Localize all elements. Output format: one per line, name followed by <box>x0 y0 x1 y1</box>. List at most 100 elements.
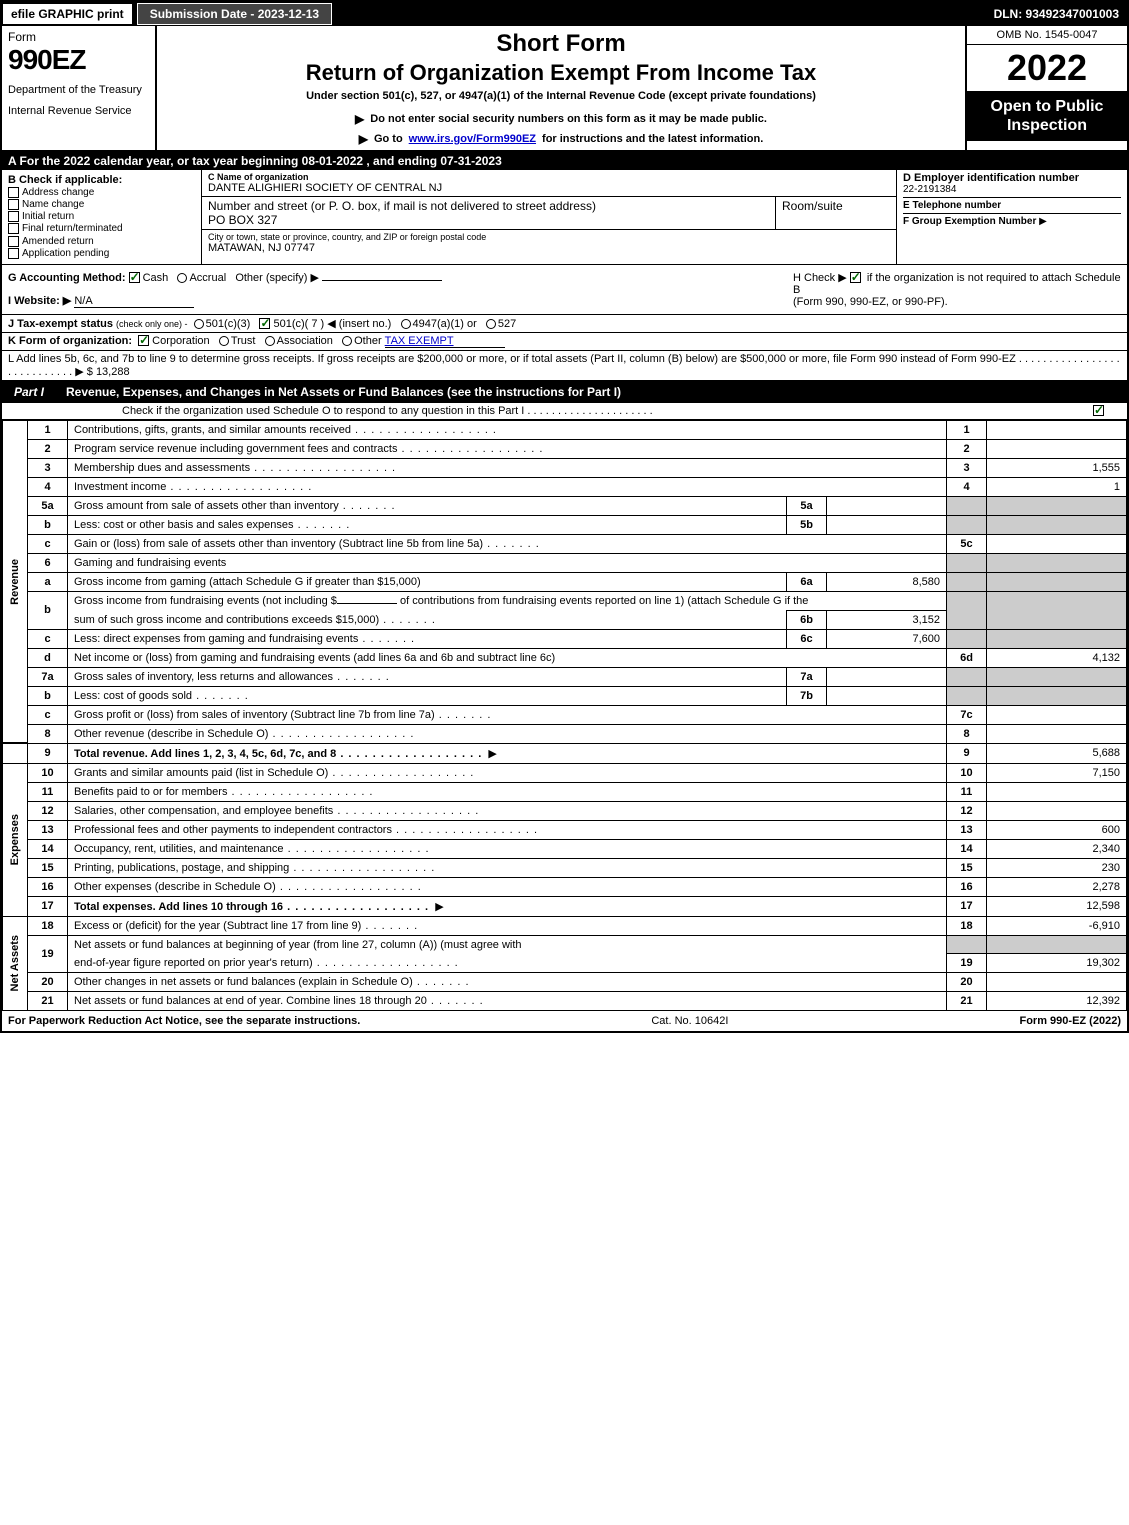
ein-value: 22-2191384 <box>903 184 1121 195</box>
org-name: DANTE ALIGHIERI SOCIETY OF CENTRAL NJ <box>208 182 890 194</box>
footer-right: Form 990-EZ (2022) <box>1019 1015 1121 1027</box>
chk-initial-return[interactable]: Initial return <box>8 211 195 222</box>
line-amt <box>987 705 1127 724</box>
row-j: J Tax-exempt status (check only one) - 5… <box>2 315 1127 333</box>
line-17: 17 Total expenses. Add lines 10 through … <box>3 896 1127 916</box>
line-desc: Total revenue. Add lines 1, 2, 3, 4, 5c,… <box>74 748 482 760</box>
line-desc: Other expenses (describe in Schedule O) <box>74 881 422 893</box>
line-desc: Excess or (deficit) for the year (Subtra… <box>74 920 418 932</box>
line-desc: Gaming and fundraising events <box>68 553 947 572</box>
opt-527: 527 <box>498 318 516 330</box>
line-6d: d Net income or (loss) from gaming and f… <box>3 648 1127 667</box>
c-name-row: C Name of organization DANTE ALIGHIERI S… <box>202 170 896 197</box>
line-amt <box>987 534 1127 553</box>
grey-cell <box>987 686 1127 705</box>
footer-left: For Paperwork Reduction Act Notice, see … <box>8 1015 360 1027</box>
line-box: 15 <box>947 858 987 877</box>
c-room-label: Room/suite <box>782 199 890 213</box>
line-box: 7c <box>947 705 987 724</box>
chk-accrual[interactable] <box>177 273 187 283</box>
chk-501c[interactable] <box>259 318 270 329</box>
line-desc: Benefits paid to or for members <box>74 786 374 798</box>
line-num: 18 <box>28 916 68 935</box>
chk-corporation[interactable] <box>138 335 149 346</box>
part-1-table: Revenue 1 Contributions, gifts, grants, … <box>2 420 1127 1012</box>
chk-schedule-o-part1[interactable] <box>1093 405 1104 416</box>
radio-association[interactable] <box>265 336 275 346</box>
line-amt: 7,150 <box>987 763 1127 782</box>
sub-val <box>827 686 947 705</box>
line-box: 20 <box>947 973 987 992</box>
website-value: N/A <box>74 295 194 308</box>
line-box: 2 <box>947 439 987 458</box>
line-amt <box>987 782 1127 801</box>
line-desc: Net assets or fund balances at beginning… <box>68 935 947 954</box>
line-desc: Grants and similar amounts paid (list in… <box>74 767 474 779</box>
line-num: b <box>28 591 68 629</box>
j-label: J Tax-exempt status <box>8 318 113 330</box>
efile-print-button[interactable]: efile GRAPHIC print <box>2 3 133 25</box>
chk-name-change[interactable]: Name change <box>8 199 195 210</box>
line-box: 8 <box>947 724 987 743</box>
chk-schedule-b-not-required[interactable] <box>850 272 861 283</box>
line-2: 2 Program service revenue including gove… <box>3 439 1127 458</box>
line-amt <box>987 724 1127 743</box>
header-center: Short Form Return of Organization Exempt… <box>157 26 967 150</box>
chk-cash[interactable] <box>129 272 140 283</box>
part-1-header: Part I Revenue, Expenses, and Changes in… <box>2 381 1127 403</box>
submission-date-button[interactable]: Submission Date - 2023-12-13 <box>137 3 332 25</box>
sub-val: 7,600 <box>827 629 947 648</box>
line-4: 4 Investment income 4 1 <box>3 477 1127 496</box>
radio-4947[interactable] <box>401 319 411 329</box>
header-right: OMB No. 1545-0047 2022 Open to Public In… <box>967 26 1127 150</box>
form-word: Form <box>8 30 149 44</box>
line-6b: b Gross income from fundraising events (… <box>3 591 1127 610</box>
row-k: K Form of organization: Corporation Trus… <box>2 333 1127 351</box>
line-18: Net Assets 18 Excess or (deficit) for th… <box>3 916 1127 935</box>
part-1-sub: Check if the organization used Schedule … <box>2 403 1127 420</box>
section-h: H Check ▶ if the organization is not req… <box>787 265 1127 314</box>
line-desc: sum of such gross income and contributio… <box>74 614 436 626</box>
section-g: G Accounting Method: Cash Accrual Other … <box>2 265 787 314</box>
line-num: 5a <box>28 496 68 515</box>
line-7b: b Less: cost of goods sold 7b <box>3 686 1127 705</box>
line-1: Revenue 1 Contributions, gifts, grants, … <box>3 420 1127 439</box>
line-desc: Less: cost or other basis and sales expe… <box>74 519 350 531</box>
line-num: 13 <box>28 820 68 839</box>
line-num: 7a <box>28 667 68 686</box>
c-name-label: C Name of organization <box>208 172 890 182</box>
radio-other[interactable] <box>342 336 352 346</box>
line-desc: Printing, publications, postage, and shi… <box>74 862 435 874</box>
radio-527[interactable] <box>486 319 496 329</box>
line-num: 16 <box>28 877 68 896</box>
line-box: 13 <box>947 820 987 839</box>
chk-application-pending[interactable]: Application pending <box>8 248 195 259</box>
line-amt: 5,688 <box>987 743 1127 763</box>
chk-amended-return[interactable]: Amended return <box>8 236 195 247</box>
k-corp: Corporation <box>152 335 209 347</box>
sub-label: 6b <box>787 610 827 629</box>
irs-link[interactable]: www.irs.gov/Form990EZ <box>409 133 536 145</box>
grey-cell <box>987 572 1127 591</box>
line-amt: 1,555 <box>987 458 1127 477</box>
line-num: c <box>28 629 68 648</box>
tax-year: 2022 <box>967 45 1127 91</box>
line-desc: Less: direct expenses from gaming and fu… <box>74 633 415 645</box>
line-box: 4 <box>947 477 987 496</box>
k-assoc: Association <box>277 335 333 347</box>
line-amt: 2,278 <box>987 877 1127 896</box>
part-1-label: Part I <box>2 383 56 401</box>
sub-label: 7b <box>787 686 827 705</box>
line-num: b <box>28 515 68 534</box>
radio-trust[interactable] <box>219 336 229 346</box>
chk-address-change[interactable]: Address change <box>8 187 195 198</box>
chk-final-return[interactable]: Final return/terminated <box>8 223 195 234</box>
grey-cell <box>987 553 1127 572</box>
g-label: G Accounting Method: <box>8 272 126 284</box>
line-11: 11 Benefits paid to or for members 11 <box>3 782 1127 801</box>
radio-501c3[interactable] <box>194 319 204 329</box>
line-15: 15 Printing, publications, postage, and … <box>3 858 1127 877</box>
line-box: 14 <box>947 839 987 858</box>
other-specify-input[interactable] <box>322 280 442 281</box>
grey-cell <box>987 496 1127 515</box>
